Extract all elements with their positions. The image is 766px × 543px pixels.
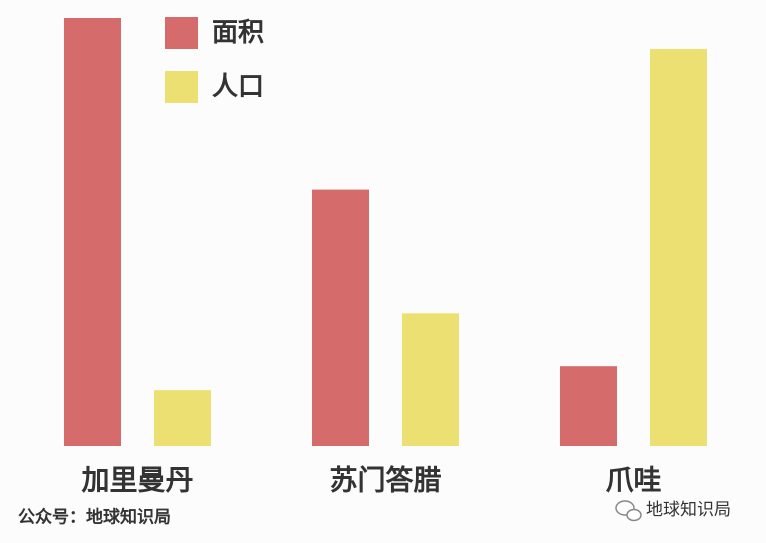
badge-text: 地球知识局 [646, 500, 731, 520]
legend-swatch [165, 71, 198, 103]
badge-icon [615, 500, 642, 522]
x-tick-label: 爪哇 [605, 464, 661, 497]
bar [650, 48, 707, 446]
bar [560, 366, 617, 446]
bar [402, 313, 459, 446]
x-tick-label: 苏门答腊 [329, 464, 441, 497]
bar [312, 189, 369, 447]
legend-label: 面积 [212, 18, 264, 48]
legend-swatch [165, 17, 198, 49]
legend-label: 人口 [212, 72, 264, 102]
x-tick-label: 加里曼丹 [81, 464, 193, 497]
source-note: 公众号：地球知识局 [18, 507, 171, 528]
bar [64, 17, 121, 446]
bar [154, 390, 211, 446]
